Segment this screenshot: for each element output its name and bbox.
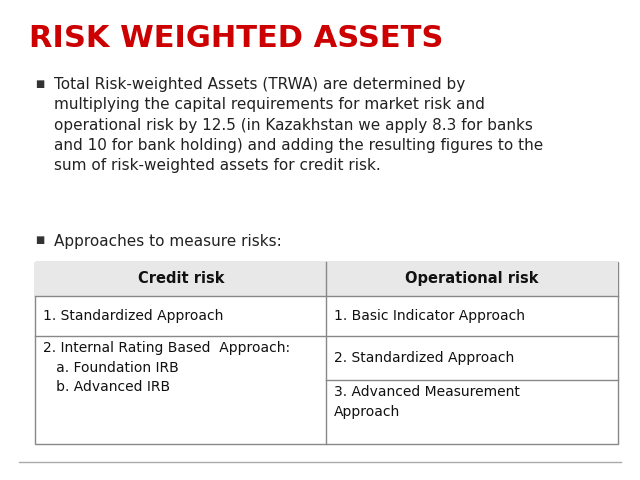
Text: Operational risk: Operational risk [405, 271, 539, 287]
Text: ■: ■ [35, 235, 44, 245]
Text: ■: ■ [35, 79, 44, 89]
Text: 2. Internal Rating Based  Approach:
   a. Foundation IRB
   b. Advanced IRB: 2. Internal Rating Based Approach: a. Fo… [43, 341, 290, 394]
Text: 1. Basic Indicator Approach: 1. Basic Indicator Approach [334, 309, 525, 323]
Text: 2. Standardized Approach: 2. Standardized Approach [334, 350, 515, 365]
Text: Approaches to measure risks:: Approaches to measure risks: [54, 234, 282, 249]
Text: 3. Advanced Measurement
Approach: 3. Advanced Measurement Approach [334, 385, 520, 419]
Text: Total Risk-weighted Assets (TRWA) are determined by
multiplying the capital requ: Total Risk-weighted Assets (TRWA) are de… [54, 77, 543, 173]
Text: Credit risk: Credit risk [138, 271, 224, 287]
Text: RISK WEIGHTED ASSETS: RISK WEIGHTED ASSETS [29, 24, 443, 53]
Text: 1. Standardized Approach: 1. Standardized Approach [43, 309, 223, 323]
Bar [35, 262, 618, 296]
